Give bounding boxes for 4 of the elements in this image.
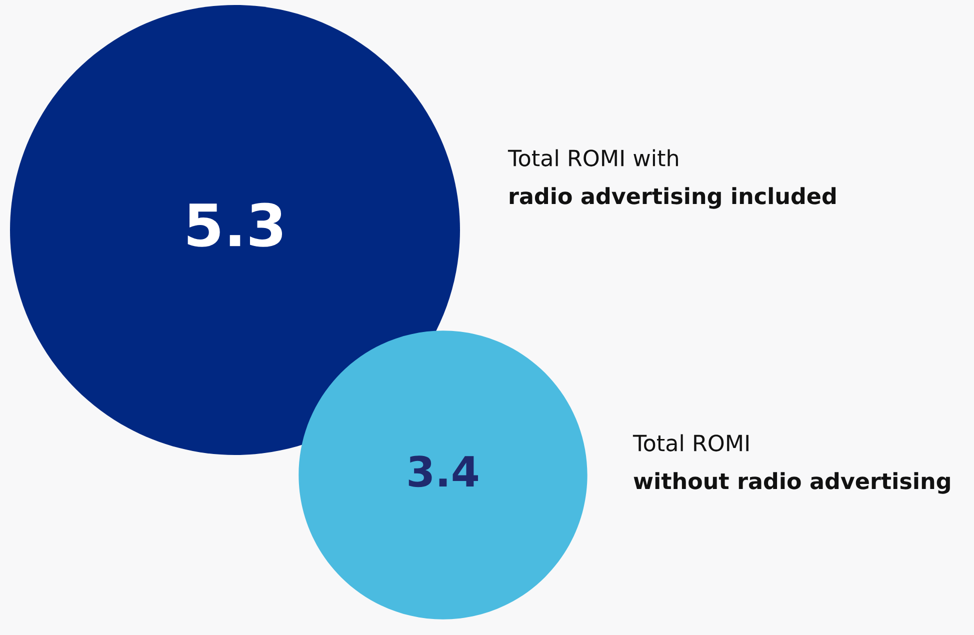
category-label: Total ROMI with radio advertising included	[508, 149, 836, 209]
data-label: 5.3	[188, 202, 282, 247]
category-label: Total ROMI without radio advertising	[632, 434, 950, 494]
data-label: 3.4	[408, 456, 478, 488]
